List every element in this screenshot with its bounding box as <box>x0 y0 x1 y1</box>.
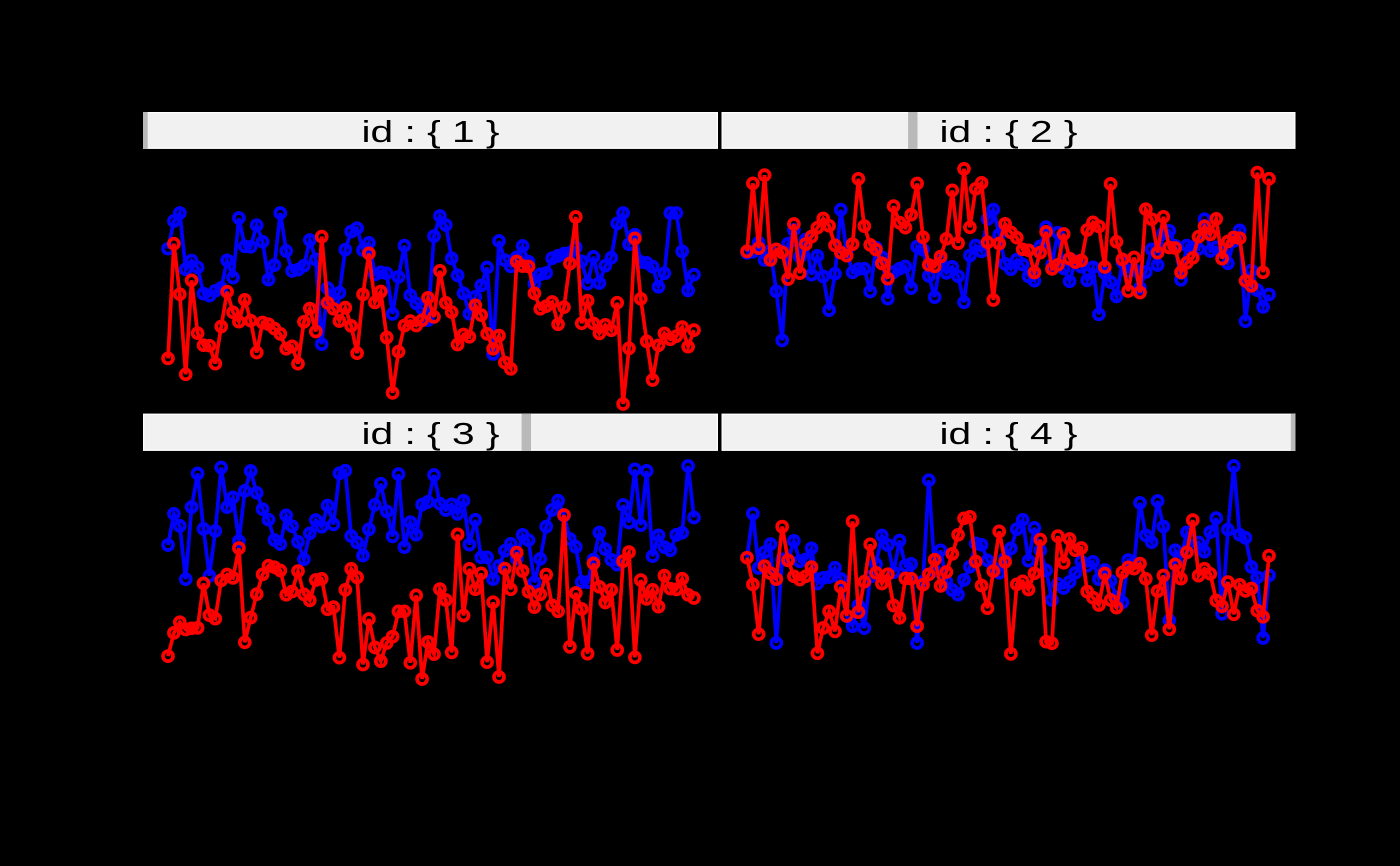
svg-text:id : { 2 }: id : { 2 } <box>940 115 1078 149</box>
svg-text:id : { 1 }: id : { 1 } <box>362 115 500 149</box>
svg-text:id : { 3 }: id : { 3 } <box>362 417 500 451</box>
svg-text:id : { 4 }: id : { 4 } <box>940 417 1078 451</box>
